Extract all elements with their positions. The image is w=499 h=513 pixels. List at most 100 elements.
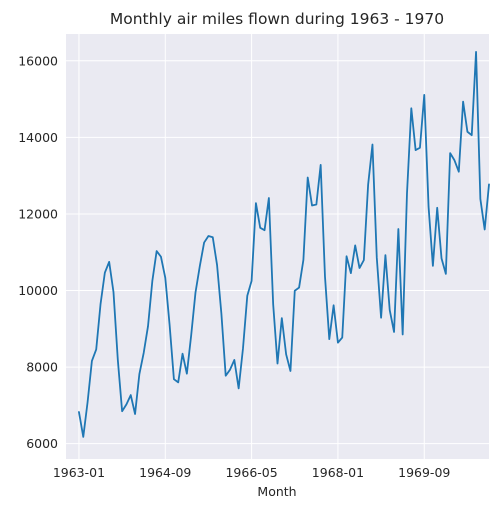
data-point: [116, 358, 120, 362]
data-point: [288, 369, 292, 373]
data-point: [366, 182, 370, 186]
data-point: [349, 271, 353, 275]
y-tick-label: 10000: [18, 283, 58, 298]
data-point: [401, 332, 405, 336]
data-point: [172, 377, 176, 381]
data-point: [86, 400, 90, 404]
data-point: [465, 130, 469, 134]
x-tick-label: 1966-05: [225, 465, 277, 480]
data-point: [435, 206, 439, 210]
data-point: [284, 352, 288, 356]
data-point: [198, 264, 202, 268]
data-point: [392, 330, 396, 334]
data-point: [237, 386, 241, 390]
data-point: [185, 372, 189, 376]
chart-title: Monthly air miles flown during 1963 - 19…: [110, 10, 444, 28]
data-point: [336, 341, 340, 345]
data-point: [276, 362, 280, 366]
y-tick-label: 16000: [18, 53, 58, 68]
data-point: [306, 175, 310, 179]
data-point: [267, 196, 271, 200]
data-point: [483, 227, 487, 231]
data-point: [409, 106, 413, 110]
data-point: [457, 170, 461, 174]
data-point: [150, 279, 154, 283]
data-point: [332, 303, 336, 307]
data-point: [176, 380, 180, 384]
data-point: [375, 256, 379, 260]
data-point: [487, 182, 491, 186]
x-tick-label: 1969-09: [398, 465, 450, 480]
data-point: [414, 148, 418, 152]
data-point: [461, 100, 465, 104]
data-point: [124, 402, 128, 406]
x-tick-label: 1964-09: [139, 465, 191, 480]
data-point: [293, 289, 297, 293]
data-point: [155, 249, 159, 253]
data-point: [379, 316, 383, 320]
data-point: [193, 291, 197, 295]
grid: [66, 34, 489, 459]
y-tick-label: 6000: [26, 436, 58, 451]
data-point: [103, 271, 107, 275]
data-point: [120, 409, 124, 413]
data-point: [241, 347, 245, 351]
data-point: [340, 336, 344, 340]
series-layer: [77, 50, 491, 439]
data-point: [111, 290, 115, 294]
data-point: [163, 276, 167, 280]
y-tick-label: 8000: [26, 360, 58, 375]
data-point: [250, 279, 254, 283]
data-point: [263, 228, 267, 232]
data-point: [168, 323, 172, 327]
data-point: [422, 93, 426, 97]
data-point: [94, 347, 98, 351]
data-point: [224, 374, 228, 378]
data-point: [90, 359, 94, 363]
data-point: [323, 275, 327, 279]
tick-labels: 6000 8000 10000 12000 14000 16000 1963-01 1964-…: [18, 53, 450, 480]
data-point: [211, 235, 215, 239]
data-point: [142, 351, 146, 355]
data-point: [159, 255, 163, 259]
series-line-0: [78, 50, 490, 438]
data-point: [470, 133, 474, 137]
data-point: [189, 333, 193, 337]
data-point: [77, 410, 81, 414]
data-point: [254, 201, 258, 205]
data-point: [478, 197, 482, 201]
data-point: [202, 241, 206, 245]
data-point: [271, 302, 275, 306]
x-tick-label: 1963-01: [53, 465, 105, 480]
data-point: [137, 372, 141, 376]
data-point: [474, 50, 478, 54]
data-point: [362, 258, 366, 262]
data-point: [215, 263, 219, 267]
data-point: [405, 191, 409, 195]
data-point: [418, 146, 422, 150]
data-point: [258, 226, 262, 230]
data-point: [297, 286, 301, 290]
data-point: [301, 258, 305, 262]
data-point: [133, 412, 137, 416]
data-point: [440, 256, 444, 260]
data-point: [181, 352, 185, 356]
data-point: [99, 302, 103, 306]
data-point: [327, 337, 331, 341]
data-point: [245, 294, 249, 298]
data-point: [427, 205, 431, 209]
data-point: [452, 158, 456, 162]
data-point: [228, 368, 232, 372]
data-point: [314, 203, 318, 207]
plot-area: [66, 34, 489, 459]
data-point: [81, 435, 85, 439]
x-tick-label: 1968-01: [312, 465, 364, 480]
x-axis-label: Month: [257, 484, 296, 499]
data-point: [280, 316, 284, 320]
data-point: [232, 358, 236, 362]
data-point: [129, 393, 133, 397]
data-point: [310, 203, 314, 207]
y-tick-label: 12000: [18, 206, 58, 221]
